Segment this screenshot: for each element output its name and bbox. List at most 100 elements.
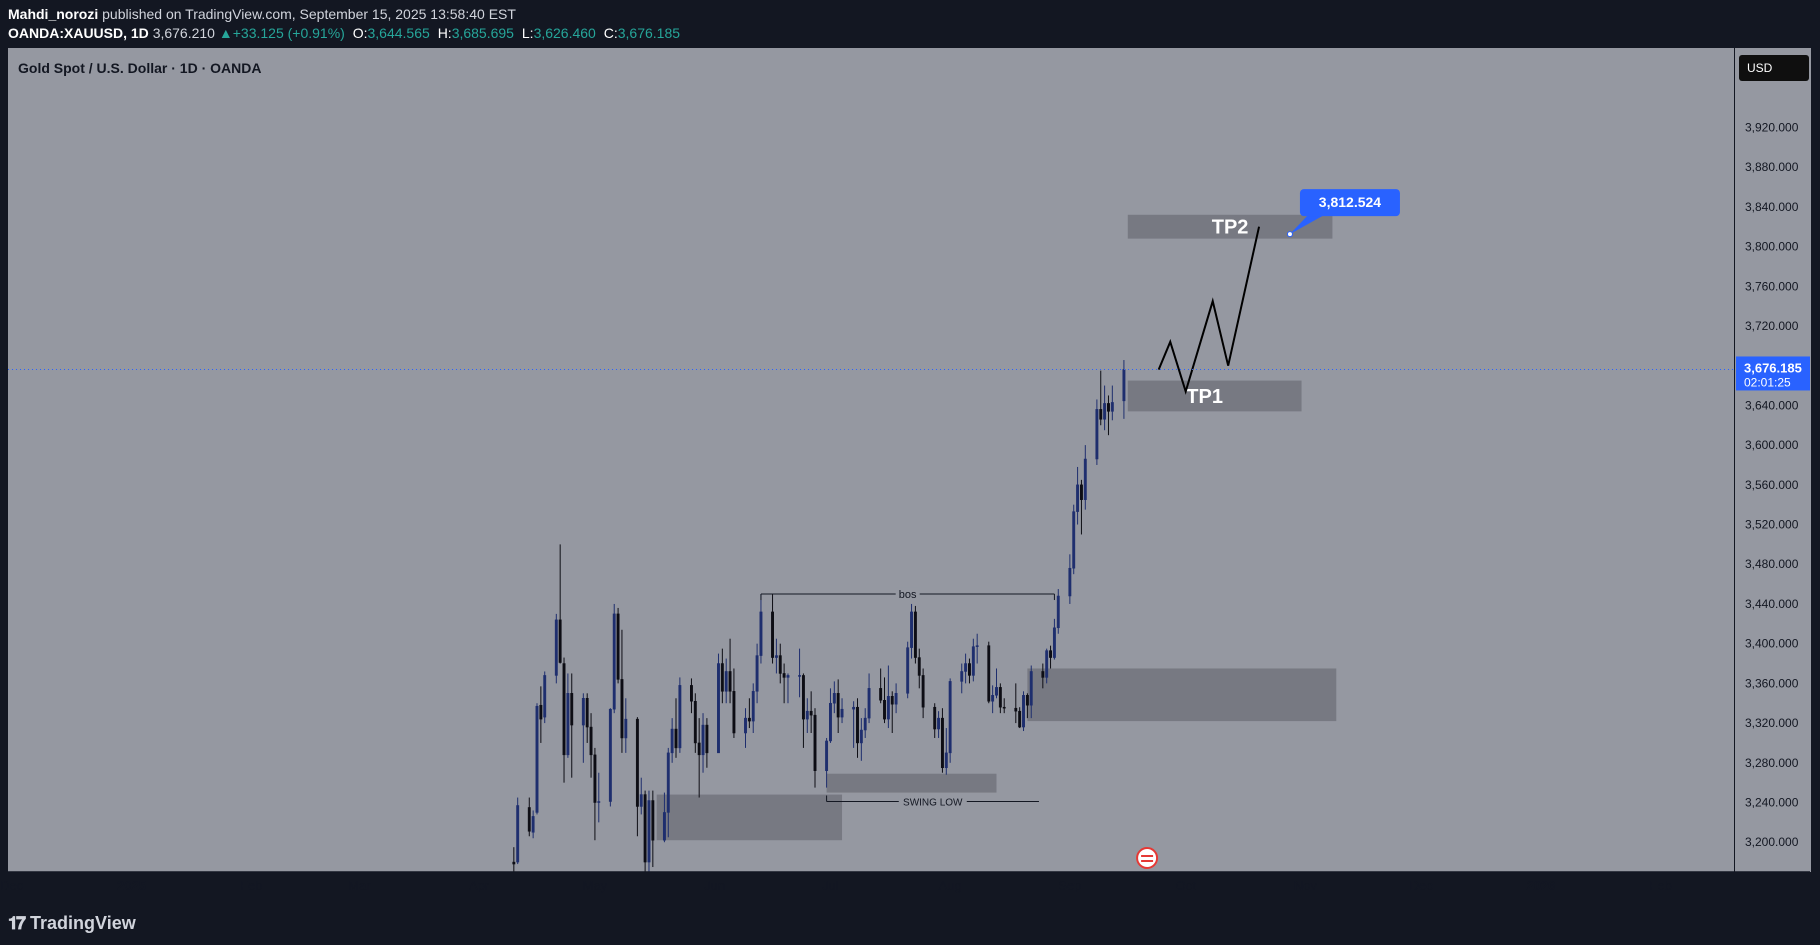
candle-body [809, 710, 813, 716]
price-scale[interactable] [1734, 48, 1811, 872]
candle-body [612, 613, 616, 710]
candle-body [562, 663, 566, 756]
candle-body [597, 801, 601, 803]
target-pointer [1289, 215, 1324, 235]
candle-body [937, 717, 941, 730]
candle-body [1122, 369, 1126, 402]
publish-info: Mahdi_norozi published on TradingView.co… [8, 6, 516, 22]
candle-body [786, 675, 790, 678]
candle-body [1079, 484, 1083, 500]
tradingview-logo[interactable]: 𝟏𝟕 TradingView [8, 913, 136, 934]
footer [0, 900, 1820, 945]
candle-body [620, 679, 624, 739]
candle-body [724, 671, 728, 692]
y-tick-label: 3,880.000 [1745, 160, 1799, 174]
target-price-label: 3,812.524 [1319, 194, 1381, 210]
candle-body [964, 663, 968, 672]
author-name[interactable]: Mahdi_norozi [8, 6, 99, 22]
low-key: L: [521, 25, 534, 41]
symbol-label: OANDA:XAUUSD, 1D [8, 25, 149, 41]
y-tick-label: 3,440.000 [1745, 597, 1799, 611]
candle-body [651, 800, 655, 841]
current-price-badge [1736, 356, 1810, 391]
candle-body [1068, 567, 1072, 597]
tp2-label: TP2 [1212, 217, 1249, 239]
candle-body [759, 611, 763, 656]
y-tick-label: 3,840.000 [1745, 200, 1799, 214]
candle-body [917, 657, 921, 676]
candle-body [693, 700, 697, 744]
candle-body [662, 812, 666, 841]
candle-body [527, 807, 531, 832]
swing-low-label-bg [898, 794, 967, 809]
x-tick-label: 2026 [1526, 878, 1555, 893]
candle-body [1052, 627, 1056, 658]
candle-body [890, 696, 894, 705]
candle-body [798, 675, 802, 677]
candle-body [840, 708, 844, 718]
chart-canvas[interactable]: bos SWING LOW TP2 TP1 3,812.524 3,200.000 3,24… [0, 0, 1820, 900]
candle-body [1049, 650, 1052, 658]
candle-body [886, 696, 890, 720]
chart-title: Gold Spot / U.S. Dollar · 1D · OANDA [18, 60, 262, 76]
candle-body [744, 717, 747, 734]
candle-body [670, 728, 674, 754]
candle-body [678, 685, 682, 749]
candle-body [690, 685, 693, 702]
open-key: O: [352, 25, 368, 41]
x-tick-label: Feb [240, 878, 262, 893]
candle-body [701, 724, 705, 756]
x-tick-label: Nov [1294, 878, 1318, 893]
candle-body [1076, 484, 1080, 512]
candle-body [913, 611, 917, 658]
x-tick-label: Dec [1410, 878, 1434, 893]
x-tick-label: Sep [1058, 878, 1081, 893]
candle-body [666, 752, 670, 813]
candle-body [829, 702, 832, 742]
candle-body [1107, 403, 1110, 412]
candle-body [852, 706, 856, 710]
tv-logo-icon: 𝟏𝟕 [8, 913, 26, 933]
x-tick-label: Aug [939, 878, 962, 893]
x-tick-label: May [583, 878, 608, 893]
current-price-label: 3,676.185 [1744, 360, 1802, 375]
candle-body [968, 663, 971, 676]
candle-body [732, 691, 736, 734]
high-key: H: [437, 25, 452, 41]
candle-body [998, 687, 1002, 708]
candle-body [755, 655, 759, 692]
y-tick-label: 3,200.000 [1745, 835, 1799, 849]
candle-body [894, 693, 898, 705]
candle-body [1018, 710, 1022, 728]
candle-body [774, 655, 778, 658]
candle-body [570, 693, 574, 726]
candle-body [581, 698, 585, 726]
projection-path [1157, 226, 1261, 395]
change-arrow-icon: ▲ [218, 25, 233, 41]
y-tick-label: 3,760.000 [1745, 279, 1799, 293]
candle-body [1022, 695, 1025, 728]
candle-body [1025, 695, 1029, 706]
candle-body [593, 754, 597, 803]
swing-low-label: SWING LOW [903, 798, 963, 809]
candle-body [554, 619, 558, 676]
candle-body [836, 693, 840, 718]
y-tick-label: 3,360.000 [1745, 676, 1799, 690]
x-tick-label: Mar [348, 878, 371, 893]
x-tick-label: Feb [1649, 878, 1671, 893]
candle-body [971, 646, 975, 676]
candle-body [879, 688, 883, 701]
candle-body [647, 800, 651, 863]
candle-body [1002, 706, 1006, 709]
currency-button[interactable]: USD [1739, 55, 1809, 81]
candle-body [720, 663, 724, 692]
candle-body [1083, 458, 1087, 500]
chart-pane[interactable] [8, 48, 1734, 872]
candle-body [906, 647, 910, 694]
candle-body [856, 706, 859, 744]
swing-zone-lower [656, 794, 843, 841]
target-anchor-dot [1286, 231, 1293, 238]
y-tick-label: 3,320.000 [1745, 716, 1799, 730]
candle-body [975, 645, 979, 647]
candle-body [801, 675, 805, 720]
